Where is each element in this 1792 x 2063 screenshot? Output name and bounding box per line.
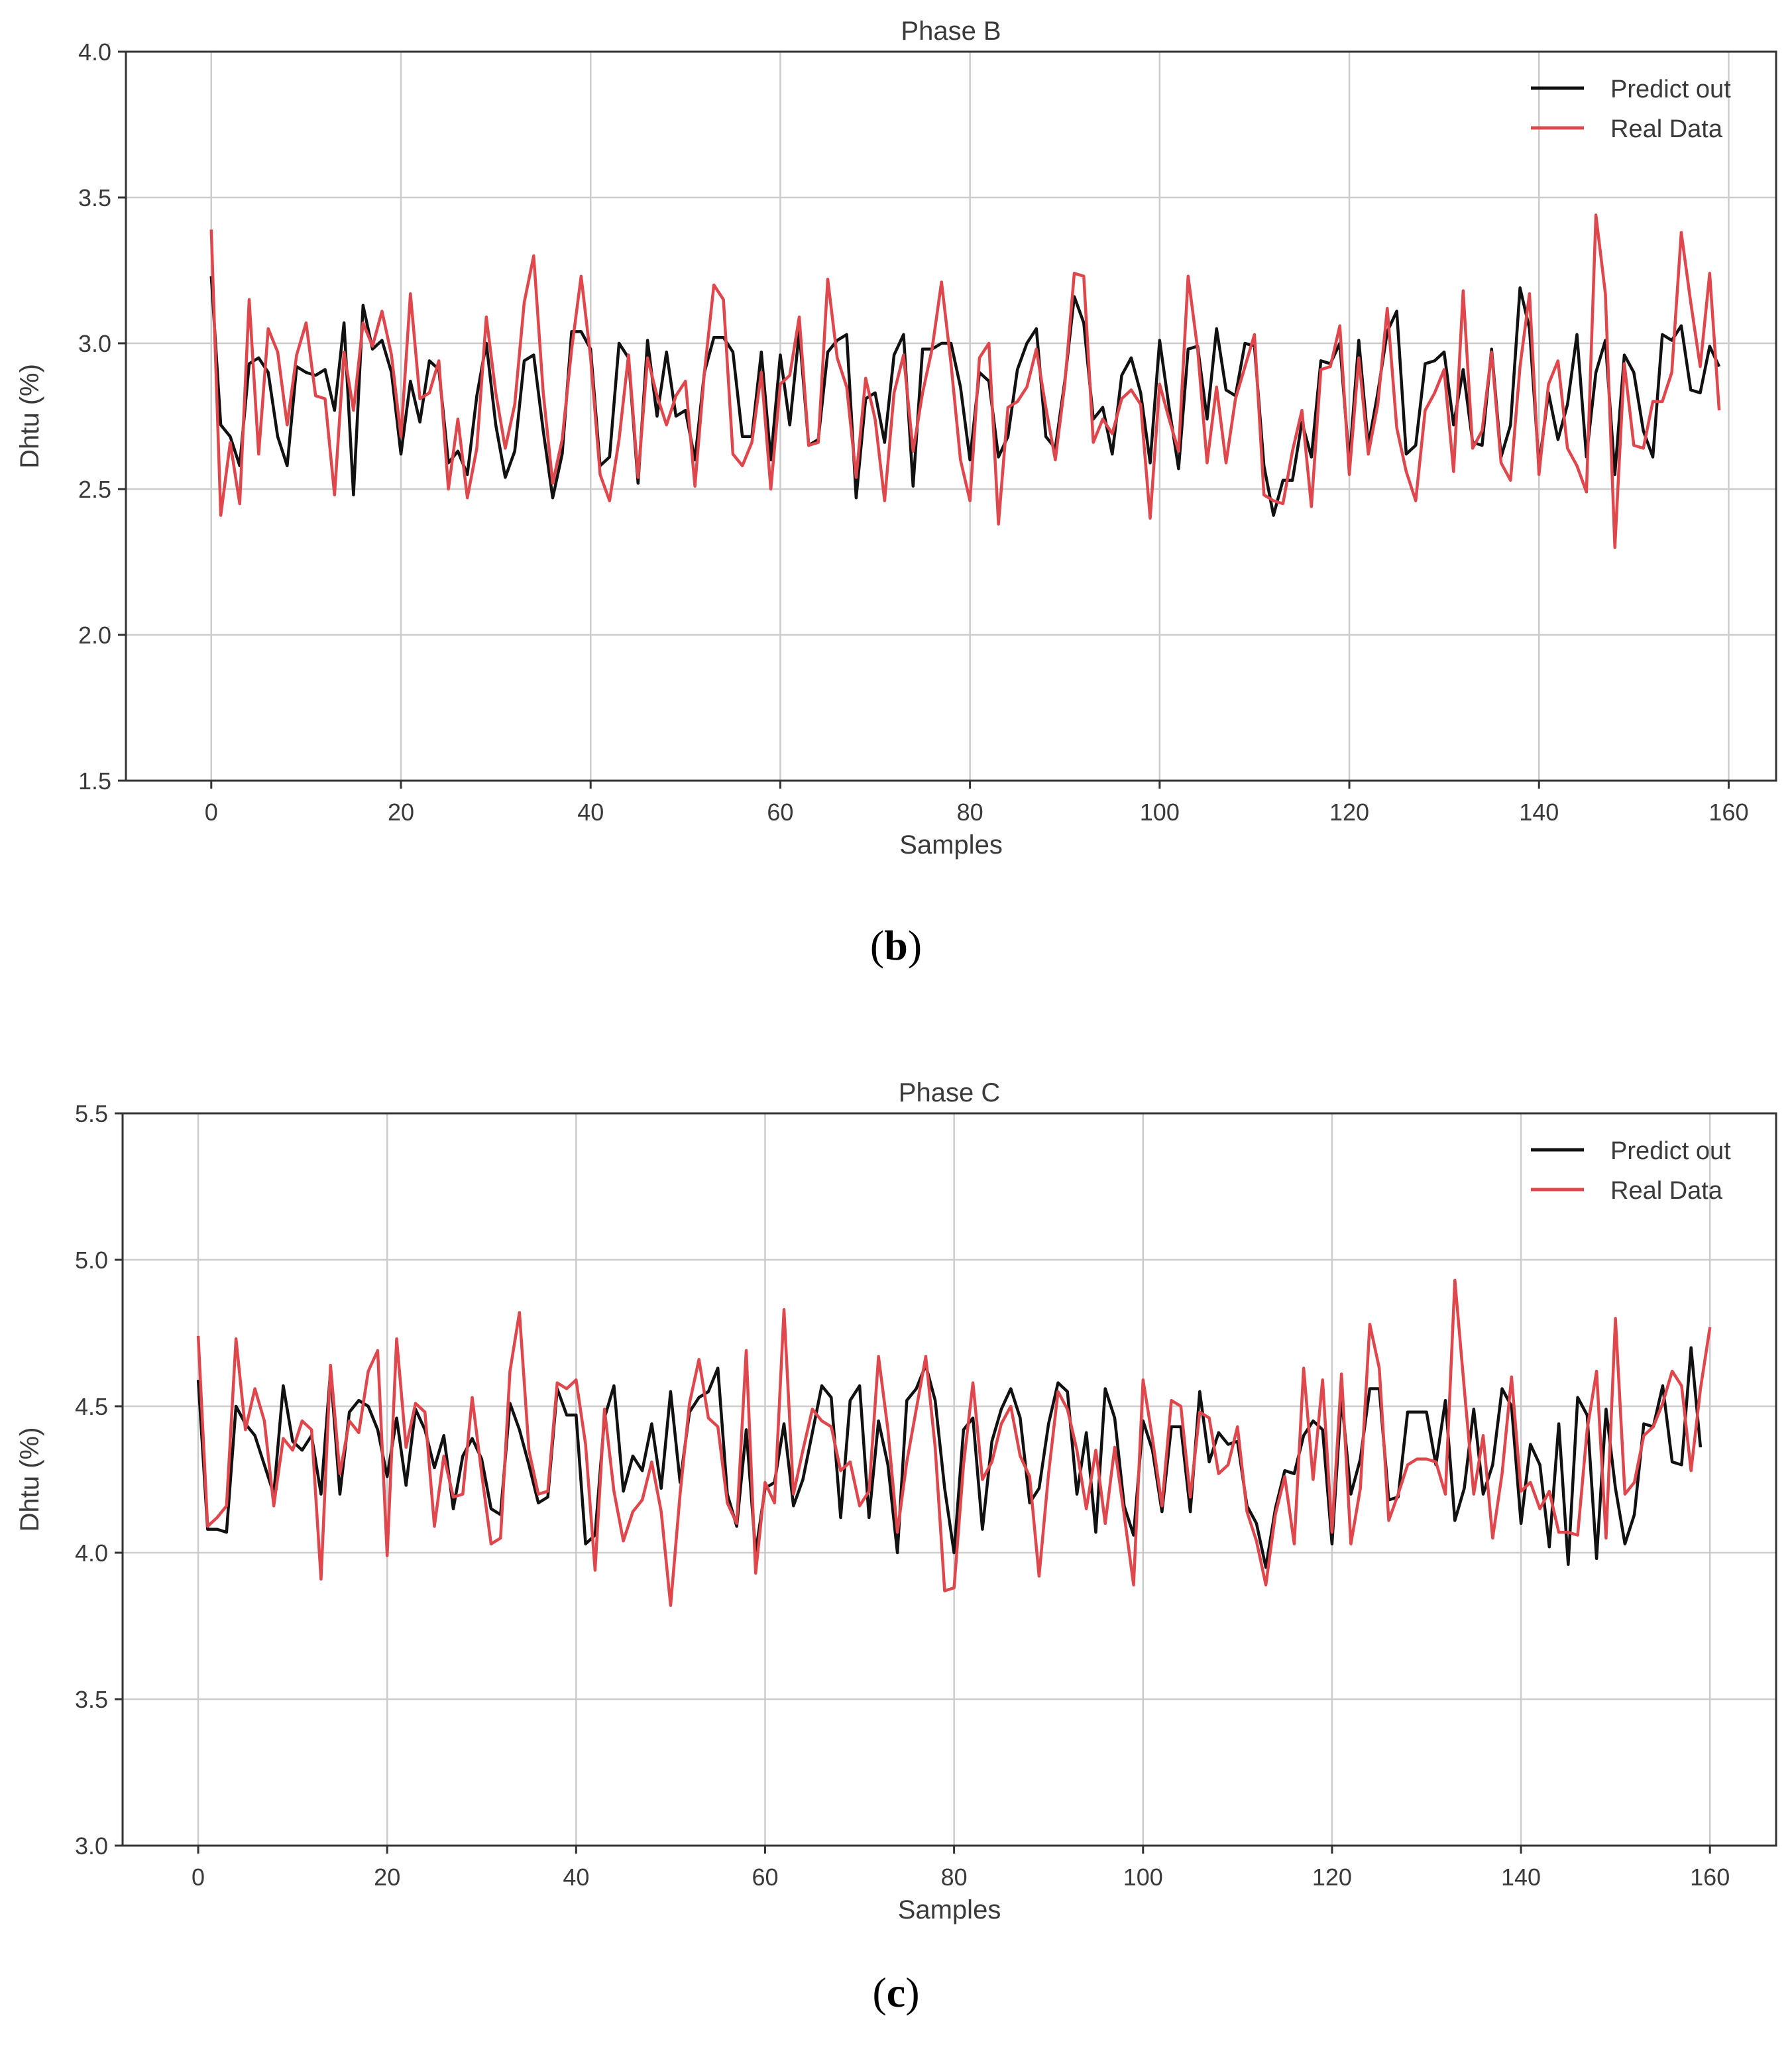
y-tick-label: 3.0 — [75, 1832, 108, 1860]
caption-b: (b) — [0, 921, 1792, 970]
chart-title: Phase C — [899, 1078, 1000, 1107]
x-tick-label: 120 — [1312, 1864, 1352, 1891]
plot-frame — [121, 1112, 1777, 1847]
plot-frame — [125, 50, 1777, 782]
caption-c-close: ) — [905, 1969, 920, 2016]
figure-phase-c: 0 20 40 60 80 100 120 140 160 3.0 3.5 4.0 4.5 5.0 5.5 P… — [0, 1047, 1792, 2063]
x-tick-label: 160 — [1690, 1864, 1730, 1891]
y-tick-label: 4.0 — [78, 38, 111, 66]
caption-c-letter: c — [886, 1969, 906, 2016]
y-axis-label: Dhtu (%) — [15, 1427, 44, 1532]
y-tick-label: 3.5 — [78, 184, 111, 211]
x-tick-label: 60 — [752, 1864, 778, 1891]
x-tick-label: 80 — [941, 1864, 968, 1891]
legend-predict-out-label: Predict out — [1610, 1137, 1731, 1165]
legend-real-data-label: Real Data — [1610, 115, 1723, 143]
x-tick-label: 100 — [1123, 1864, 1163, 1891]
y-tick-label: 5.5 — [75, 1100, 108, 1127]
series-predict-out-line — [196, 1346, 1703, 1569]
x-tick-label: 120 — [1329, 799, 1369, 826]
x-axis-label: Samples — [898, 1895, 1001, 1924]
series-real-data-line — [209, 213, 1721, 549]
y-axis-label: Dhtu (%) — [15, 364, 44, 469]
x-tick-label: 0 — [192, 1864, 205, 1891]
y-tick-label: 1.5 — [78, 767, 111, 795]
caption-b-open: ( — [869, 922, 885, 969]
x-tick-label: 100 — [1140, 799, 1180, 826]
x-tick-label: 80 — [957, 799, 983, 826]
x-axis-label: Samples — [899, 830, 1003, 860]
x-tick-label: 0 — [205, 799, 218, 826]
x-tick-label: 40 — [577, 799, 604, 826]
y-tick-label: 5.0 — [75, 1247, 108, 1274]
x-tick-label: 60 — [767, 799, 793, 826]
y-tick-label: 3.0 — [78, 330, 111, 357]
x-tick-label: 140 — [1501, 1864, 1541, 1891]
y-tick-label: 2.5 — [78, 476, 111, 503]
caption-b-close: ) — [907, 922, 923, 969]
caption-c: (c) — [0, 1968, 1792, 2017]
chart-phase-b: 0 20 40 60 80 100 120 140 160 1.5 2.0 2.5 3.0 3.5 4.0 P… — [15, 17, 1777, 860]
legend-real-data-label: Real Data — [1610, 1177, 1723, 1205]
chart-title: Phase B — [901, 17, 1001, 46]
x-tick-label: 20 — [388, 799, 414, 826]
figure-phase-b: 0 20 40 60 80 100 120 140 160 1.5 2.0 2.5 3.0 3.5 4.0 P… — [0, 0, 1792, 1027]
series-real-data-line — [196, 1278, 1712, 1607]
chart-phase-c: 0 20 40 60 80 100 120 140 160 3.0 3.5 4.0 4.5 5.0 5.5 P… — [15, 1078, 1777, 1924]
legend-predict-out-label: Predict out — [1610, 76, 1731, 103]
y-tick-label: 4.0 — [75, 1539, 108, 1567]
caption-c-open: ( — [872, 1969, 887, 2016]
y-tick-label: 4.5 — [75, 1393, 108, 1420]
x-tick-label: 20 — [374, 1864, 400, 1891]
x-tick-label: 40 — [563, 1864, 589, 1891]
caption-b-letter: b — [884, 922, 908, 969]
x-tick-label: 160 — [1708, 799, 1748, 826]
y-tick-label: 2.0 — [78, 622, 111, 649]
y-tick-label: 3.5 — [75, 1686, 108, 1713]
x-tick-label: 140 — [1519, 799, 1559, 826]
